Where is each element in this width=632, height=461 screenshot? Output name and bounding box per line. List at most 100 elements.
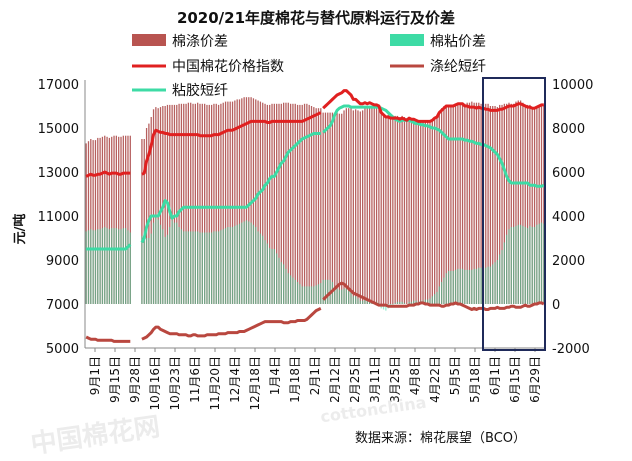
cotton-polyester-spread-bar: [143, 139, 145, 304]
cotton-polyester-spread-bar: [257, 100, 259, 304]
cotton-polyester-spread-bar: [538, 107, 540, 304]
cotton-polyester-spread-bar: [420, 122, 422, 304]
price-lines: [85, 89, 545, 343]
cotton-polyester-spread-bar: [348, 108, 350, 304]
cotton-polyester-spread-bar: [148, 123, 150, 304]
cotton-polyester-spread-bar: [331, 112, 334, 304]
cotton-polyester-spread-bar: [373, 106, 375, 304]
cotton-polyester-spread-bar: [471, 101, 473, 304]
cotton-viscose-spread-bar: [94, 230, 97, 304]
cotton-polyester-spread-bar: [485, 103, 487, 304]
cotton-polyester-spread-bar: [487, 103, 489, 304]
cotton-viscose-spread-bar: [334, 286, 336, 304]
cotton-polyester-spread-bar: [301, 104, 303, 305]
cotton-viscose-spread-bar: [348, 290, 350, 304]
cotton-viscose-spread-bar: [257, 231, 259, 304]
cotton-price-index-line: [322, 89, 544, 123]
cotton-polyester-spread-bar: [466, 102, 468, 304]
cotton-polyester-spread-bar: [338, 113, 341, 304]
right-tick-label: 6000: [552, 166, 585, 181]
cotton-polyester-spread-bar: [303, 103, 306, 304]
cotton-viscose-spread-bar: [431, 296, 433, 304]
cotton-polyester-spread-bar: [129, 135, 131, 304]
cotton-viscose-spread-bar: [524, 227, 526, 304]
cotton-viscose-spread-bar: [231, 227, 234, 304]
cotton-polyester-spread-bar: [531, 107, 533, 304]
cotton-polyester-spread-bar: [127, 135, 129, 304]
left-tick-label: 7000: [46, 298, 79, 313]
cotton-viscose-spread-bar: [141, 235, 143, 304]
cotton-polyester-spread-bar: [197, 102, 199, 304]
right-tick-label: 10000: [552, 78, 593, 93]
x-tick-label: 10月16日: [148, 356, 162, 411]
cotton-polyester-spread-bar: [489, 106, 492, 304]
cotton-viscose-spread-bar: [427, 299, 429, 304]
cotton-viscose-spread-bar: [338, 289, 341, 304]
cotton-viscose-spread-bars: [85, 218, 545, 311]
cotton-viscose-spread-bar: [533, 227, 536, 304]
polyester-staple-line: [322, 281, 545, 311]
cotton-viscose-spread-bar: [457, 268, 459, 304]
cotton-polyester-spread-bar: [355, 109, 357, 304]
cotton-viscose-spread-bar: [204, 232, 206, 304]
cotton-polyester-spread-bar: [375, 104, 378, 305]
cotton-viscose-spread-bar: [292, 277, 294, 304]
cotton-polyester-spread-bar: [468, 102, 471, 304]
cotton-viscose-spread-bar: [150, 233, 152, 304]
cotton-viscose-spread-bar: [125, 228, 127, 304]
cotton-viscose-spread-bar: [183, 231, 185, 304]
cotton-polyester-spread-bar: [454, 106, 457, 304]
cotton-viscose-spread-bar: [166, 234, 169, 304]
cotton-viscose-spread-bar: [159, 224, 162, 304]
cotton-viscose-spread-bar: [401, 301, 403, 304]
cotton-viscose-spread-bar: [241, 222, 243, 304]
cotton-viscose-spread-bar: [403, 302, 406, 304]
cotton-polyester-spread-bar: [519, 100, 522, 304]
cotton-viscose-spread-bar: [357, 298, 359, 304]
cotton-polyester-spread-bar: [259, 101, 262, 304]
cotton-polyester-spread-bar: [99, 137, 101, 304]
cotton-viscose-spread-bar: [359, 300, 361, 304]
cotton-polyester-spread-bar: [220, 103, 222, 304]
cotton-viscose-spread-bar: [519, 224, 522, 304]
cotton-polyester-spread-bar: [452, 106, 454, 304]
cotton-polyester-spread-bar: [350, 108, 352, 304]
cotton-polyester-spread-bar: [461, 102, 464, 304]
cotton-viscose-spread-bar: [213, 231, 215, 304]
x-tick-label: 3月11日: [368, 356, 382, 403]
cotton-polyester-spread-bar: [269, 104, 271, 305]
cotton-viscose-spread-bar: [366, 300, 368, 304]
cotton-polyester-spread-bar: [352, 110, 354, 305]
cotton-polyester-spread-bar: [422, 122, 424, 304]
cotton-viscose-spread-bar: [510, 227, 512, 304]
cotton-polyester-spread-bar: [150, 117, 152, 304]
cotton-polyester-spread-bar: [224, 101, 227, 304]
x-tick-label: 9月15日: [108, 356, 122, 403]
x-tick-label: 9月28日: [128, 356, 142, 403]
cotton-viscose-spread-bar: [529, 225, 531, 304]
cotton-polyester-spread-bar: [217, 104, 220, 305]
x-tick-label: 2月25日: [348, 356, 362, 403]
cotton-polyester-spread-bar: [434, 117, 436, 304]
cotton-polyester-spread-bar: [222, 102, 224, 304]
legend-swatch-bar: [390, 34, 424, 46]
x-tick-label: 12月4日: [228, 356, 242, 403]
cotton-polyester-spread-bar: [266, 104, 269, 305]
x-tick-label: 10月23日: [168, 356, 182, 411]
cotton-polyester-spread-bar: [536, 107, 538, 304]
right-tick-label: 8000: [552, 122, 585, 137]
cotton-polyester-spread-bar: [380, 111, 382, 304]
cotton-viscose-spread-bar: [496, 260, 499, 304]
source-note: 数据来源：棉花展望（BCO）: [355, 430, 526, 446]
cotton-polyester-spread-bar: [185, 103, 187, 304]
cotton-polyester-spread-bar: [359, 111, 361, 304]
cotton-polyester-spread-bar: [480, 103, 482, 304]
cotton-polyester-spread-bar: [503, 103, 505, 304]
cotton-polyester-spread-bar: [243, 97, 245, 304]
cotton-polyester-spread-bar: [499, 104, 501, 305]
cotton-polyester-spread-bar: [401, 115, 403, 305]
cotton-polyester-spread-bar: [492, 106, 494, 304]
cotton-polyester-spread-bar: [248, 97, 250, 304]
cotton-viscose-spread-bar: [538, 223, 540, 304]
cotton-polyester-spread-bar: [427, 121, 429, 305]
